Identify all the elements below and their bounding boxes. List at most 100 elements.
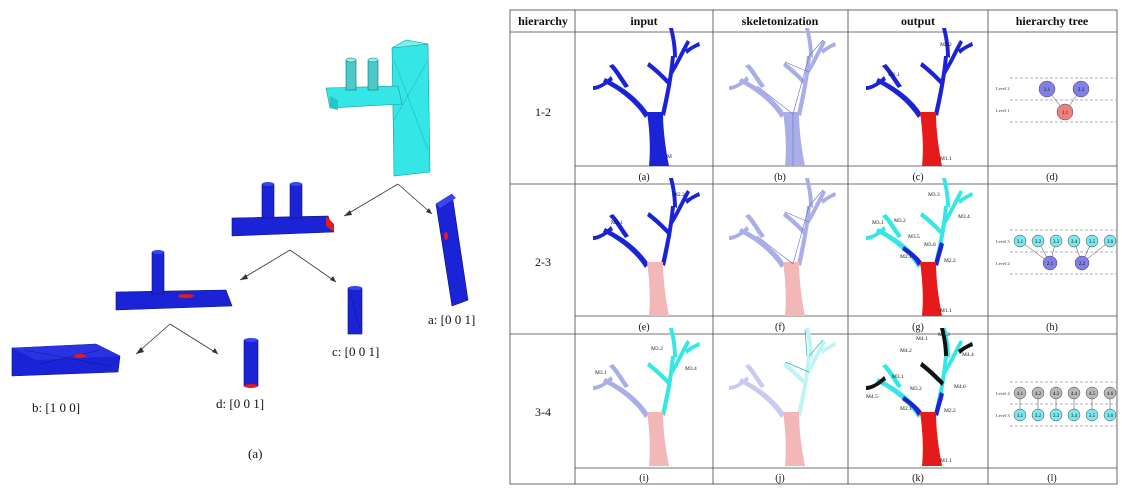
- hierarchy-table: hierarchy input skeletonization output h…: [509, 9, 1118, 485]
- caption-b: (b): [774, 172, 786, 183]
- svg-text:3.6: 3.6: [1107, 240, 1114, 245]
- svg-text:3.2: 3.2: [1035, 414, 1042, 419]
- part-d: [243, 338, 259, 388]
- tree-3-output: M4.1 M4.2 M4.3 M4.4 M4.5 M4.6 M3.1 M3.2 …: [866, 328, 974, 466]
- tree-1-input: M: [593, 28, 700, 166]
- svg-text:3.4: 3.4: [1071, 414, 1078, 419]
- header-input: input: [630, 14, 657, 28]
- svg-text:M4.4: M4.4: [962, 352, 974, 358]
- svg-text:Level 1: Level 1: [996, 108, 1010, 113]
- caption-d: (d): [1046, 172, 1058, 183]
- svg-text:2.1: 2.1: [1044, 88, 1051, 93]
- svg-text:M1.1: M1.1: [940, 308, 952, 314]
- part-c: [347, 286, 363, 335]
- svg-text:1.1: 1.1: [1062, 111, 1069, 116]
- svg-text:M3.4: M3.4: [685, 366, 697, 372]
- svg-text:M2.2: M2.2: [940, 42, 952, 48]
- svg-text:M: M: [667, 154, 672, 160]
- label-b: b: [1 0 0]: [32, 400, 80, 415]
- svg-text:M3.1: M3.1: [872, 220, 884, 226]
- hierarchy-tree-1: Level 2 Level 1 2.1 2.2 1.1: [996, 77, 1116, 123]
- svg-text:M4.1: M4.1: [916, 336, 928, 342]
- svg-text:M2.2: M2.2: [944, 408, 956, 414]
- hierarchy-tree-2: Level 3 Level 2 3.1 3.2 3.3 3.4 3.5 3.6 …: [996, 229, 1117, 275]
- caption-h: (h): [1046, 322, 1058, 333]
- svg-text:M1.1: M1.1: [940, 458, 952, 464]
- svg-text:M2.1: M2.1: [888, 72, 900, 78]
- svg-text:3.3: 3.3: [1053, 414, 1060, 419]
- caption-a: (a): [638, 172, 649, 183]
- svg-text:M2.1: M2.1: [900, 406, 912, 412]
- svg-text:M3.2: M3.2: [894, 218, 906, 224]
- svg-text:3.5: 3.5: [1089, 414, 1096, 419]
- svg-text:M3.3: M3.3: [928, 192, 940, 198]
- svg-text:3.3: 3.3: [1053, 240, 1060, 245]
- svg-text:Level 2: Level 2: [996, 261, 1010, 266]
- row-hierarchy-3-4: 3-4: [535, 405, 551, 419]
- tree-1-skeleton: [729, 28, 836, 166]
- tree-1-output: M2.2 M2.1 M1.1: [866, 28, 973, 166]
- svg-text:M2.2: M2.2: [944, 258, 956, 264]
- tree-2-skeleton: [729, 178, 836, 316]
- hierarchy-tree-3: Level 4 Level 3 4.1 4.2 4.3 4.4 4.5 4.6 …: [996, 381, 1117, 427]
- svg-text:Level 4: Level 4: [996, 391, 1010, 396]
- svg-text:Level 3: Level 3: [996, 239, 1010, 244]
- svg-text:3.6: 3.6: [1107, 414, 1114, 419]
- svg-text:2.2: 2.2: [1078, 88, 1085, 93]
- svg-text:3.1: 3.1: [1017, 240, 1024, 245]
- svg-text:M3.4: M3.4: [958, 214, 970, 220]
- svg-text:M4.3: M4.3: [938, 332, 950, 338]
- svg-text:4.4: 4.4: [1071, 392, 1078, 397]
- tree-3-input: M3.3 M3.4 M3.1: [593, 328, 700, 466]
- svg-text:M4.6: M4.6: [954, 384, 966, 390]
- svg-text:M3.1: M3.1: [892, 374, 904, 380]
- svg-text:4.6: 4.6: [1107, 392, 1114, 397]
- svg-text:3.2: 3.2: [1035, 240, 1042, 245]
- label-d: d: [0 0 1]: [216, 396, 264, 411]
- svg-text:4.3: 4.3: [1053, 392, 1060, 397]
- table-grid: [509, 9, 1118, 485]
- tree-3-skeleton: [729, 328, 836, 466]
- svg-text:2.2: 2.2: [1079, 262, 1086, 267]
- svg-text:M2.2: M2.2: [673, 192, 685, 198]
- svg-text:2.1: 2.1: [1047, 262, 1054, 267]
- svg-text:M2.1: M2.1: [611, 220, 623, 226]
- caption-e: (e): [638, 322, 649, 333]
- label-a: a: [0 0 1]: [428, 312, 475, 327]
- row-hierarchy-2-3: 2-3: [535, 255, 551, 269]
- svg-text:4.1: 4.1: [1017, 392, 1024, 397]
- caption-c: (c): [912, 172, 923, 183]
- svg-text:M3.2: M3.2: [910, 386, 922, 392]
- svg-text:4.2: 4.2: [1035, 392, 1042, 397]
- part-a: [435, 193, 469, 307]
- caption-i: (i): [639, 473, 648, 484]
- svg-text:M3.6: M3.6: [924, 242, 936, 248]
- svg-text:3.5: 3.5: [1089, 240, 1096, 245]
- tree-2-input: M2.2 M2.1: [593, 178, 700, 316]
- svg-text:M3.1: M3.1: [595, 370, 607, 376]
- part-plate-two-cyl: [231, 182, 335, 237]
- svg-text:3.4: 3.4: [1071, 240, 1078, 245]
- svg-text:M3.3: M3.3: [651, 346, 663, 352]
- header-hierarchy: hierarchy: [518, 14, 568, 28]
- caption-l: (l): [1047, 473, 1056, 484]
- header-output: output: [901, 14, 935, 28]
- svg-text:M4.5: M4.5: [866, 394, 878, 400]
- svg-text:4.5: 4.5: [1089, 392, 1096, 397]
- caption-k: (k): [912, 473, 924, 484]
- svg-text:M1.1: M1.1: [940, 156, 952, 162]
- svg-text:M3.5: M3.5: [908, 234, 920, 240]
- left-caption: (a): [248, 446, 262, 461]
- header-skeletonization: skeletonization: [742, 14, 819, 28]
- part-plate-one-cyl: [115, 250, 233, 311]
- svg-text:Level 3: Level 3: [996, 413, 1010, 418]
- caption-f: (f): [775, 322, 785, 333]
- svg-text:Level 2: Level 2: [996, 86, 1010, 91]
- row-hierarchy-1-2: 1-2: [535, 105, 551, 119]
- svg-text:3.1: 3.1: [1017, 414, 1024, 419]
- svg-text:M2.1: M2.1: [900, 254, 912, 260]
- tree-2-output: M3.3 M3.4 M3.2 M3.1 M3.5 M3.6 M2.1 M2.2 …: [866, 178, 973, 316]
- header-hierarchy-tree: hierarchy tree: [1016, 14, 1089, 28]
- left-panel: a: [0 0 1] c: [0 0 1]: [11, 39, 475, 461]
